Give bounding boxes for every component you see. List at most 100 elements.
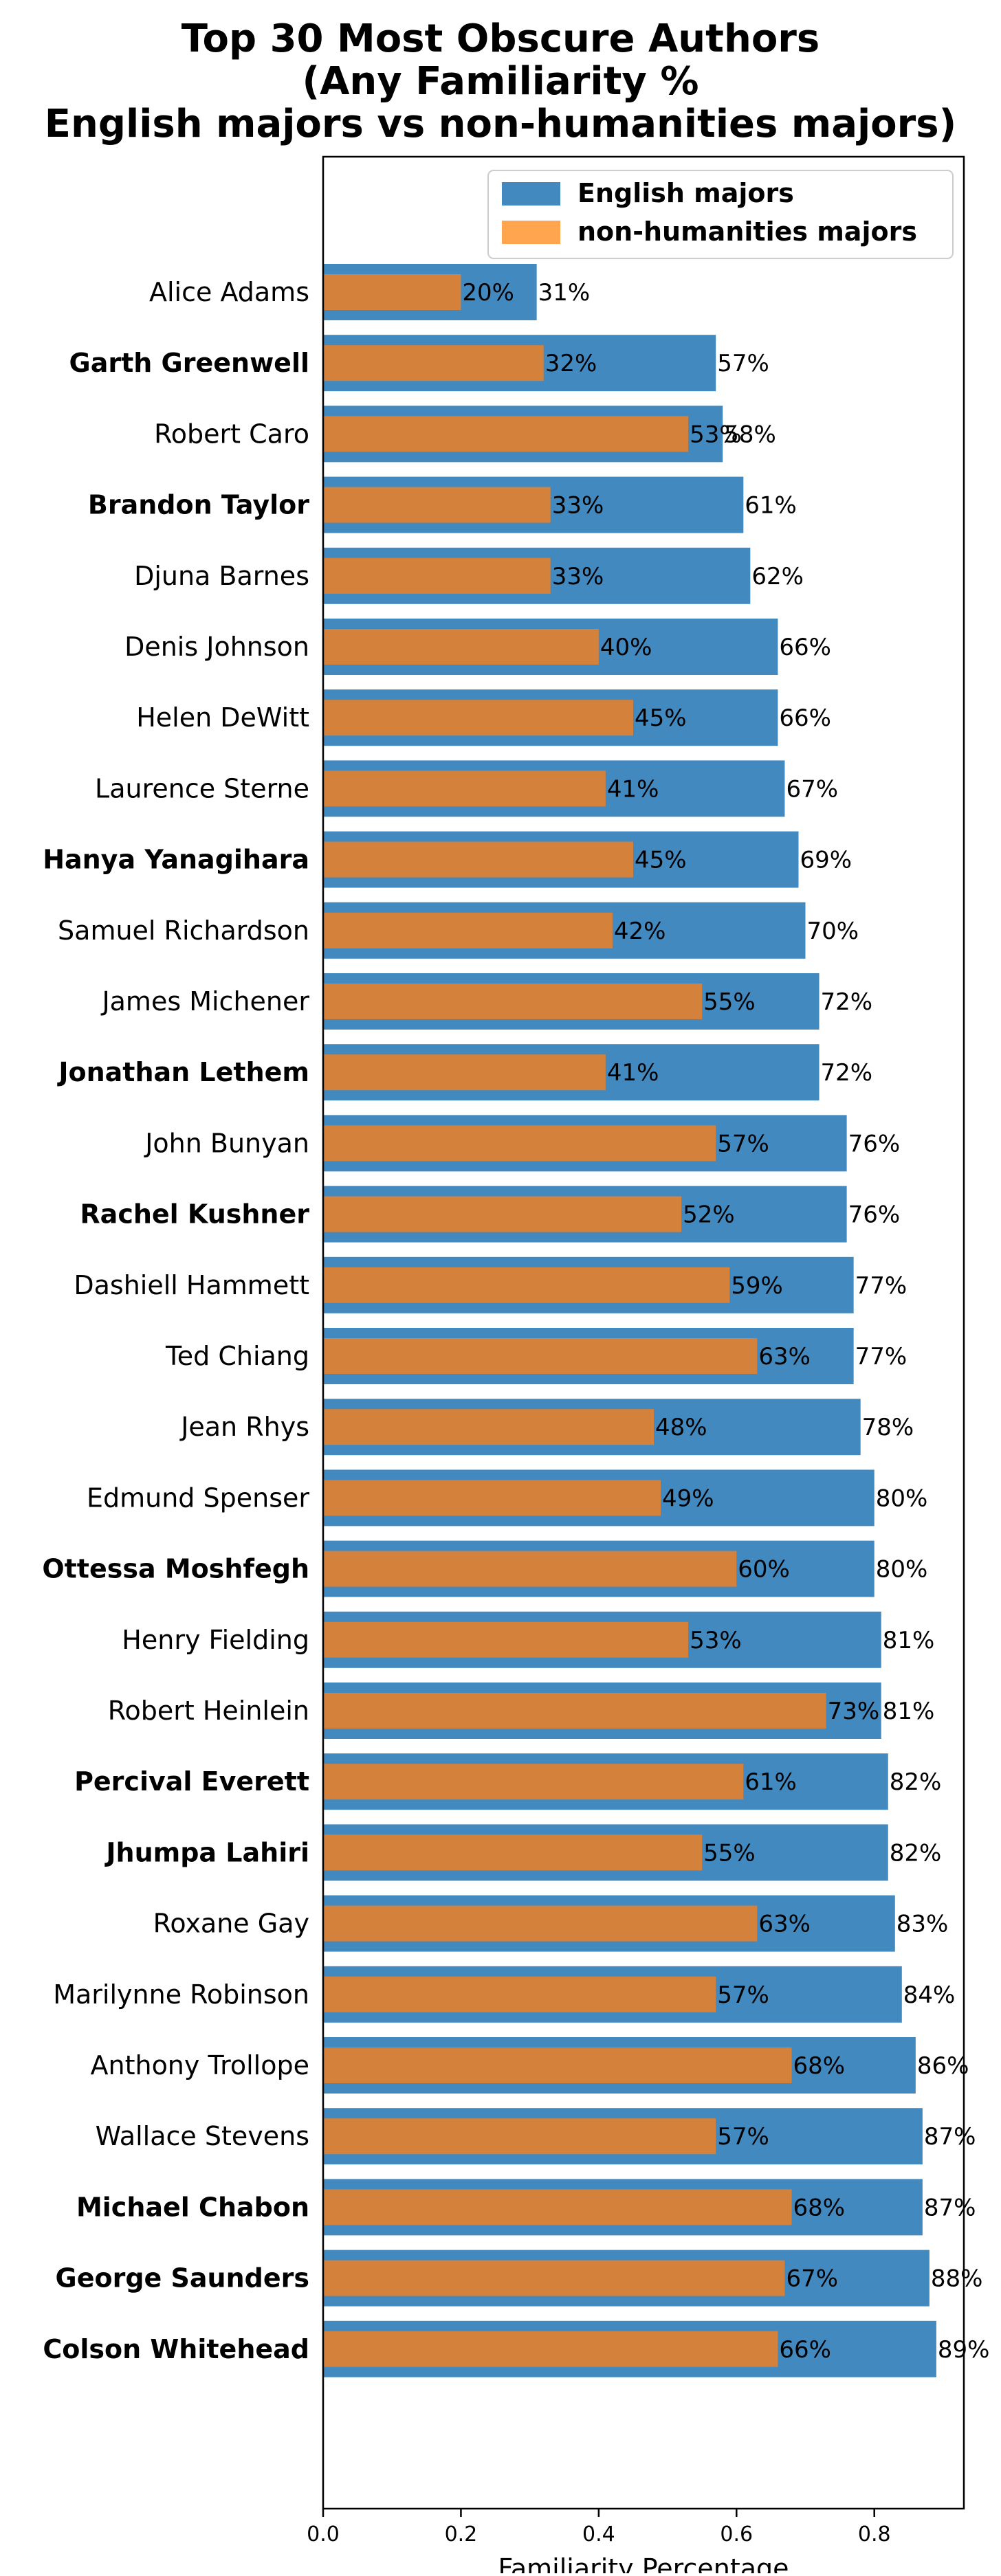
- bar-non-humanities-majors: [323, 1976, 716, 2012]
- data-label-english-majors: 58%: [724, 421, 776, 448]
- data-label-english-majors: 31%: [538, 279, 591, 307]
- category-label: Samuel Richardson: [58, 915, 309, 946]
- data-label-non-humanities-majors: 55%: [703, 988, 756, 1016]
- data-label-english-majors: 82%: [890, 1839, 942, 1867]
- data-label-english-majors: 66%: [779, 634, 831, 661]
- legend[interactable]: English majors non-humanities majors: [487, 170, 954, 259]
- bar-non-humanities-majors: [323, 1409, 654, 1445]
- category-label: Henry Fielding: [122, 1625, 309, 1655]
- x-tick-label: 0.4: [582, 2522, 615, 2546]
- x-tick-label: 0.2: [445, 2522, 478, 2546]
- data-label-english-majors: 84%: [903, 1981, 956, 2009]
- category-label: Helen DeWitt: [136, 702, 309, 733]
- bar-non-humanities-majors: [323, 1338, 758, 1374]
- data-label-non-humanities-majors: 63%: [758, 1911, 811, 1938]
- bar-non-humanities-majors: [323, 1834, 703, 1871]
- category-label: Dashiell Hammett: [74, 1270, 309, 1300]
- bar-non-humanities-majors: [323, 912, 613, 948]
- title-line: English majors vs non-humanities majors): [45, 102, 956, 146]
- bar-non-humanities-majors: [323, 2118, 716, 2155]
- data-labels: 31%20%57%32%58%53%61%33%62%33%66%40%66%4…: [462, 279, 989, 2364]
- data-label-non-humanities-majors: 57%: [717, 1981, 769, 2009]
- plot-frame: [322, 155, 965, 2510]
- bar-non-humanities-majors: [323, 1551, 737, 1587]
- legend-swatch: [502, 182, 560, 206]
- data-label-non-humanities-majors: 42%: [614, 918, 666, 945]
- category-label: James Michener: [100, 986, 309, 1017]
- data-label-non-humanities-majors: 48%: [655, 1414, 707, 1441]
- category-label: John Bunyan: [144, 1128, 309, 1158]
- data-label-non-humanities-majors: 57%: [717, 2123, 769, 2151]
- bar-non-humanities-majors: [323, 2260, 785, 2296]
- legend-swatch: [502, 221, 560, 244]
- category-label: Rachel Kushner: [80, 1199, 309, 1230]
- data-label-non-humanities-majors: 32%: [545, 350, 597, 377]
- category-label: Denis Johnson: [124, 632, 309, 662]
- category-label: Colson Whitehead: [43, 2334, 309, 2364]
- legend-label: non-humanities majors: [578, 216, 917, 247]
- category-label: Anthony Trollope: [91, 2050, 310, 2080]
- bar-non-humanities-majors: [323, 274, 461, 310]
- bar-non-humanities-majors: [323, 1905, 758, 1942]
- data-label-non-humanities-majors: 73%: [828, 1698, 880, 1725]
- data-label-non-humanities-majors: 55%: [703, 1839, 756, 1867]
- data-label-english-majors: 86%: [917, 2052, 969, 2080]
- data-label-non-humanities-majors: 66%: [779, 2336, 831, 2364]
- category-label: Roxane Gay: [153, 1909, 309, 1939]
- category-label: Jonathan Lethem: [56, 1057, 309, 1087]
- y-tick-labels: Alice Adams Garth Greenwell Robert Caro Bra…: [42, 277, 309, 2364]
- data-label-non-humanities-majors: 20%: [462, 279, 514, 307]
- bar-non-humanities-majors: [323, 2047, 792, 2083]
- bar-non-humanities-majors: [323, 984, 703, 1019]
- data-label-english-majors: 81%: [883, 1627, 935, 1654]
- category-label: Laurence Sterne: [95, 773, 309, 803]
- bar-non-humanities-majors: [323, 1196, 682, 1232]
- data-label-english-majors: 76%: [848, 1201, 901, 1229]
- category-label: Edmund Spenser: [87, 1483, 309, 1513]
- category-label: Marilynne Robinson: [53, 1979, 309, 2010]
- category-label: Robert Caro: [154, 419, 309, 449]
- category-label: Jean Rhys: [179, 1412, 309, 1442]
- bar-non-humanities-majors: [323, 345, 544, 381]
- data-label-english-majors: 87%: [924, 2194, 976, 2221]
- category-label: Percival Everett: [74, 1766, 309, 1797]
- data-label-non-humanities-majors: 68%: [793, 2052, 845, 2080]
- category-label: Djuna Barnes: [134, 561, 309, 591]
- data-label-non-humanities-majors: 52%: [683, 1201, 735, 1229]
- data-label-non-humanities-majors: 61%: [745, 1768, 797, 1796]
- bar-non-humanities-majors: [323, 2189, 792, 2225]
- x-tick-label: 0.0: [307, 2522, 340, 2546]
- data-label-english-majors: 70%: [807, 918, 859, 945]
- data-label-non-humanities-majors: 53%: [690, 421, 742, 448]
- data-label-english-majors: 83%: [896, 1911, 949, 1938]
- data-label-non-humanities-majors: 67%: [786, 2265, 838, 2293]
- data-label-english-majors: 57%: [717, 350, 769, 377]
- category-label: Ted Chiang: [165, 1341, 309, 1371]
- data-label-non-humanities-majors: 33%: [552, 563, 604, 590]
- data-label-english-majors: 81%: [883, 1698, 935, 1725]
- bars: [323, 264, 936, 2377]
- data-label-english-majors: 80%: [876, 1485, 928, 1512]
- data-label-non-humanities-majors: 53%: [690, 1627, 742, 1654]
- data-label-english-majors: 78%: [862, 1414, 914, 1441]
- bar-non-humanities-majors: [323, 487, 551, 523]
- title-line: (Any Familiarity %: [302, 59, 699, 104]
- data-label-english-majors: 77%: [855, 1343, 908, 1370]
- data-label-english-majors: 72%: [821, 988, 873, 1016]
- data-label-english-majors: 87%: [924, 2123, 976, 2151]
- bar-non-humanities-majors: [323, 770, 606, 807]
- data-label-english-majors: 69%: [800, 847, 852, 874]
- data-label-non-humanities-majors: 45%: [635, 704, 687, 732]
- legend-label: English majors: [578, 178, 794, 208]
- data-label-non-humanities-majors: 45%: [635, 847, 687, 874]
- data-label-non-humanities-majors: 49%: [662, 1485, 714, 1512]
- data-label-non-humanities-majors: 33%: [552, 492, 604, 520]
- category-label: Brandon Taylor: [88, 490, 309, 520]
- category-label: George Saunders: [56, 2263, 309, 2294]
- category-label: Jhumpa Lahiri: [104, 1837, 309, 1867]
- data-label-english-majors: 61%: [745, 492, 797, 520]
- bar-non-humanities-majors: [323, 1054, 606, 1091]
- category-label: Robert Heinlein: [108, 1696, 309, 1726]
- x-axis: 0.0 0.2 0.4 0.6 0.8: [307, 2509, 891, 2546]
